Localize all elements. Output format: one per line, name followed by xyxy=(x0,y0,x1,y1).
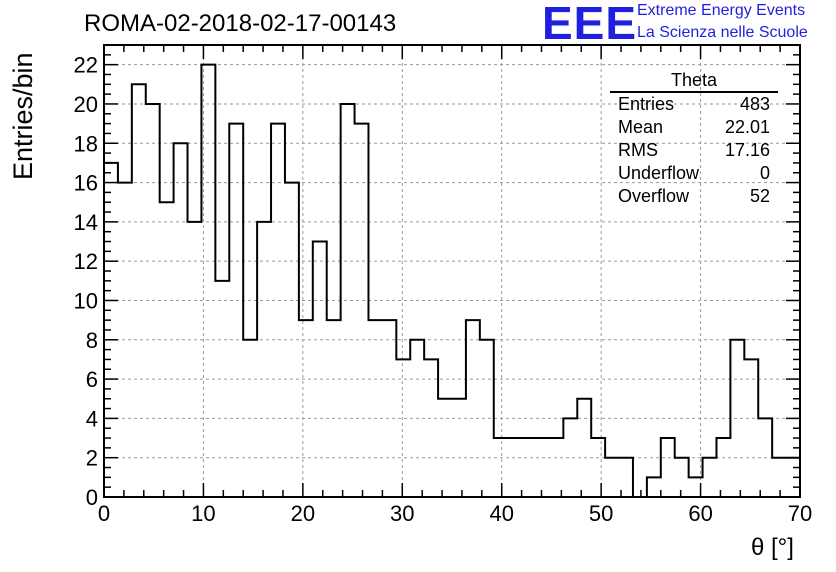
stats-value: 22.01 xyxy=(724,117,770,137)
x-axis-label: θ [°] xyxy=(751,534,794,561)
x-tick-label: 70 xyxy=(788,501,812,526)
stats-box: Theta Entries 483 Mean 22.01 RMS 17.16 U… xyxy=(610,70,778,208)
plot-title: ROMA-02-2018-02-17-00143 xyxy=(84,10,397,37)
x-tick-label: 30 xyxy=(390,501,414,526)
y-tick-label: 16 xyxy=(74,171,98,196)
y-tick-label: 4 xyxy=(86,406,98,431)
x-tick-label: 50 xyxy=(589,501,613,526)
histogram-bin xyxy=(563,418,577,497)
x-tick-label: 0 xyxy=(98,501,110,526)
x-tick-label: 20 xyxy=(291,501,315,526)
stats-row-entries: Entries 483 xyxy=(610,93,778,116)
histogram-bin xyxy=(341,104,355,497)
histogram-bin xyxy=(215,281,229,497)
y-tick-label: 0 xyxy=(86,485,98,510)
stats-row-mean: Mean 22.01 xyxy=(610,116,778,139)
histogram-bin xyxy=(174,143,188,497)
histogram-bin xyxy=(243,340,257,497)
histogram-bin xyxy=(508,438,522,497)
histogram-bin xyxy=(772,458,786,497)
histogram-bin xyxy=(730,340,744,497)
stats-value: 483 xyxy=(739,94,770,114)
histogram-bin xyxy=(424,359,438,497)
histogram-bin xyxy=(299,320,313,497)
histogram-bin xyxy=(355,124,369,497)
histogram xyxy=(104,63,800,498)
y-axis-label: Entries/bin xyxy=(8,52,38,180)
stats-label: Underflow xyxy=(618,163,700,183)
axis-tick-labels: 0 10 20 30 40 50 60 70 0 2 4 6 8 10 12 14 16 18 20 22 xyxy=(74,53,813,526)
y-tick-label: 8 xyxy=(86,328,98,353)
histogram-bin xyxy=(577,399,591,497)
histogram-bin xyxy=(675,458,689,497)
y-tick-label: 12 xyxy=(74,249,98,274)
histogram-bin xyxy=(313,242,327,497)
histogram-bin xyxy=(480,340,494,497)
histogram-bin xyxy=(257,222,271,497)
histogram-bin xyxy=(285,183,299,497)
stats-label: Mean xyxy=(618,117,664,137)
axis-ticks xyxy=(103,44,801,498)
histogram-bin xyxy=(661,438,675,497)
histogram-bin xyxy=(716,438,730,497)
logo-line-2: La Scienza nelle Scuole xyxy=(637,24,808,41)
stats-row-rms: RMS 17.16 xyxy=(610,139,778,162)
logo-line-1: Extreme Energy Events xyxy=(637,2,806,19)
histogram-bin xyxy=(132,84,146,497)
histogram-bin xyxy=(494,438,508,497)
histogram-bin xyxy=(160,202,174,497)
histogram-bin xyxy=(536,438,550,497)
stats-value: 0 xyxy=(759,163,770,183)
histogram-bin xyxy=(327,320,341,497)
histogram-bin xyxy=(466,320,480,497)
y-tick-label: 2 xyxy=(86,446,98,471)
histogram-bin xyxy=(703,458,717,497)
histogram-bin xyxy=(438,399,452,497)
grid-lines xyxy=(104,45,800,497)
stats-label: Entries xyxy=(618,94,675,114)
histogram-bin xyxy=(410,340,424,497)
histogram-bin xyxy=(368,320,382,497)
histogram-outline xyxy=(104,63,800,498)
x-tick-label: 60 xyxy=(688,501,712,526)
histogram-bin xyxy=(188,222,202,497)
x-tick-label: 10 xyxy=(191,501,215,526)
histogram-bin xyxy=(146,104,160,497)
histogram-bin xyxy=(382,320,396,497)
histogram-bin xyxy=(201,65,215,497)
y-tick-label: 20 xyxy=(74,92,98,117)
histogram-bin xyxy=(271,124,285,497)
y-tick-label: 22 xyxy=(74,53,98,78)
histogram-bin xyxy=(647,477,661,497)
histogram-bin xyxy=(396,359,410,497)
y-tick-label: 6 xyxy=(86,367,98,392)
histogram-bin xyxy=(744,359,758,497)
histogram-bin xyxy=(605,458,619,497)
stats-label: Overflow xyxy=(618,186,690,206)
stats-value: 52 xyxy=(749,186,770,206)
y-tick-label: 10 xyxy=(74,288,98,313)
histogram-bin xyxy=(118,183,132,497)
histogram-bin xyxy=(229,124,243,497)
histogram-bin xyxy=(758,418,772,497)
histogram-bin xyxy=(549,438,563,497)
histogram-bin xyxy=(522,438,536,497)
stats-row-underflow: Underflow 0 xyxy=(610,162,778,185)
stats-row-overflow: Overflow 52 xyxy=(610,185,778,208)
x-tick-label: 40 xyxy=(489,501,513,526)
y-tick-label: 14 xyxy=(74,210,98,235)
histogram-bin xyxy=(591,438,605,497)
y-tick-label: 18 xyxy=(74,131,98,156)
stats-label: RMS xyxy=(618,140,658,160)
stats-value: 17.16 xyxy=(724,140,770,160)
stats-title: Theta xyxy=(610,70,778,93)
eee-logo: EEE xyxy=(542,0,638,49)
histogram-bin xyxy=(452,399,466,497)
